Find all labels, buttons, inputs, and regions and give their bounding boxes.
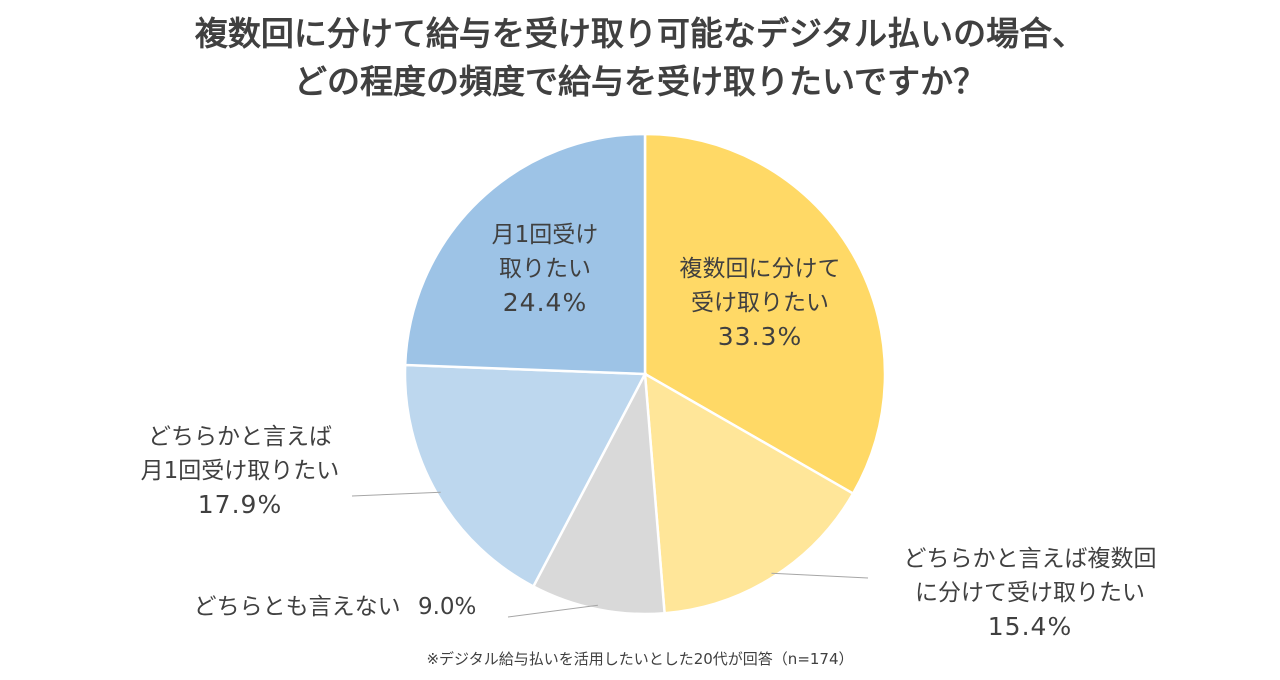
slice-label-line: どちらかと言えば	[148, 424, 332, 450]
slice-label-line: 複数回に分けて	[679, 256, 841, 282]
leader-line-rather-monthly	[351, 491, 441, 497]
slice-value-label: 33.3%	[717, 322, 803, 351]
slice-label-line: に分けて受け取りたい	[915, 580, 1145, 606]
slice-label-neutral: どちらとも言えない 9.0%	[150, 590, 520, 624]
leader-line-neutral	[507, 604, 598, 618]
slice-label-line: どちらかと言えば複数回	[903, 546, 1157, 572]
slice-label-line: 取りたい	[499, 256, 591, 282]
slice-monthly	[403, 132, 647, 376]
slice-neutral	[531, 369, 666, 616]
slice-value-label: 9.0%	[417, 594, 477, 620]
slice-label-line: 受け取りたい	[691, 290, 829, 316]
slice-rather-multiple	[643, 371, 855, 615]
chart-title-line-1: 複数回に分けて給与を受け取り可能なデジタル払いの場合、	[194, 14, 1086, 53]
slice-label-rather-monthly: どちらかと言えば 月1回受け取りたい 17.9%	[110, 420, 370, 522]
footnote: ※デジタル給与払いを活用したいとした20代が回答（n=174）	[426, 650, 854, 668]
slice-value-label: 15.4%	[987, 612, 1073, 641]
slice-label-line: 月1回受け	[491, 222, 599, 248]
chart-title: 複数回に分けて給与を受け取り可能なデジタル払いの場合、 どの程度の頻度で給与を受…	[0, 10, 1280, 106]
leader-line-rather-multiple	[771, 572, 869, 579]
slice-label-line: どちらとも言えない	[193, 594, 401, 620]
slice-rather-monthly	[403, 363, 648, 589]
slice-value-label: 17.9%	[197, 490, 283, 519]
slice-multiple-times	[643, 132, 887, 496]
slice-value-label: 24.4%	[502, 288, 588, 317]
slice-label-line: 月1回受け取りたい	[140, 458, 340, 484]
chart-title-line-2: どの程度の頻度で給与を受け取りたいですか？	[293, 62, 986, 101]
slice-label-rather-multiple: どちらかと言えば複数回 に分けて受け取りたい 15.4%	[870, 542, 1190, 644]
slice-label-multiple-times: 複数回に分けて 受け取りたい 33.3%	[650, 252, 870, 354]
slice-label-monthly: 月1回受け 取りたい 24.4%	[440, 218, 650, 320]
